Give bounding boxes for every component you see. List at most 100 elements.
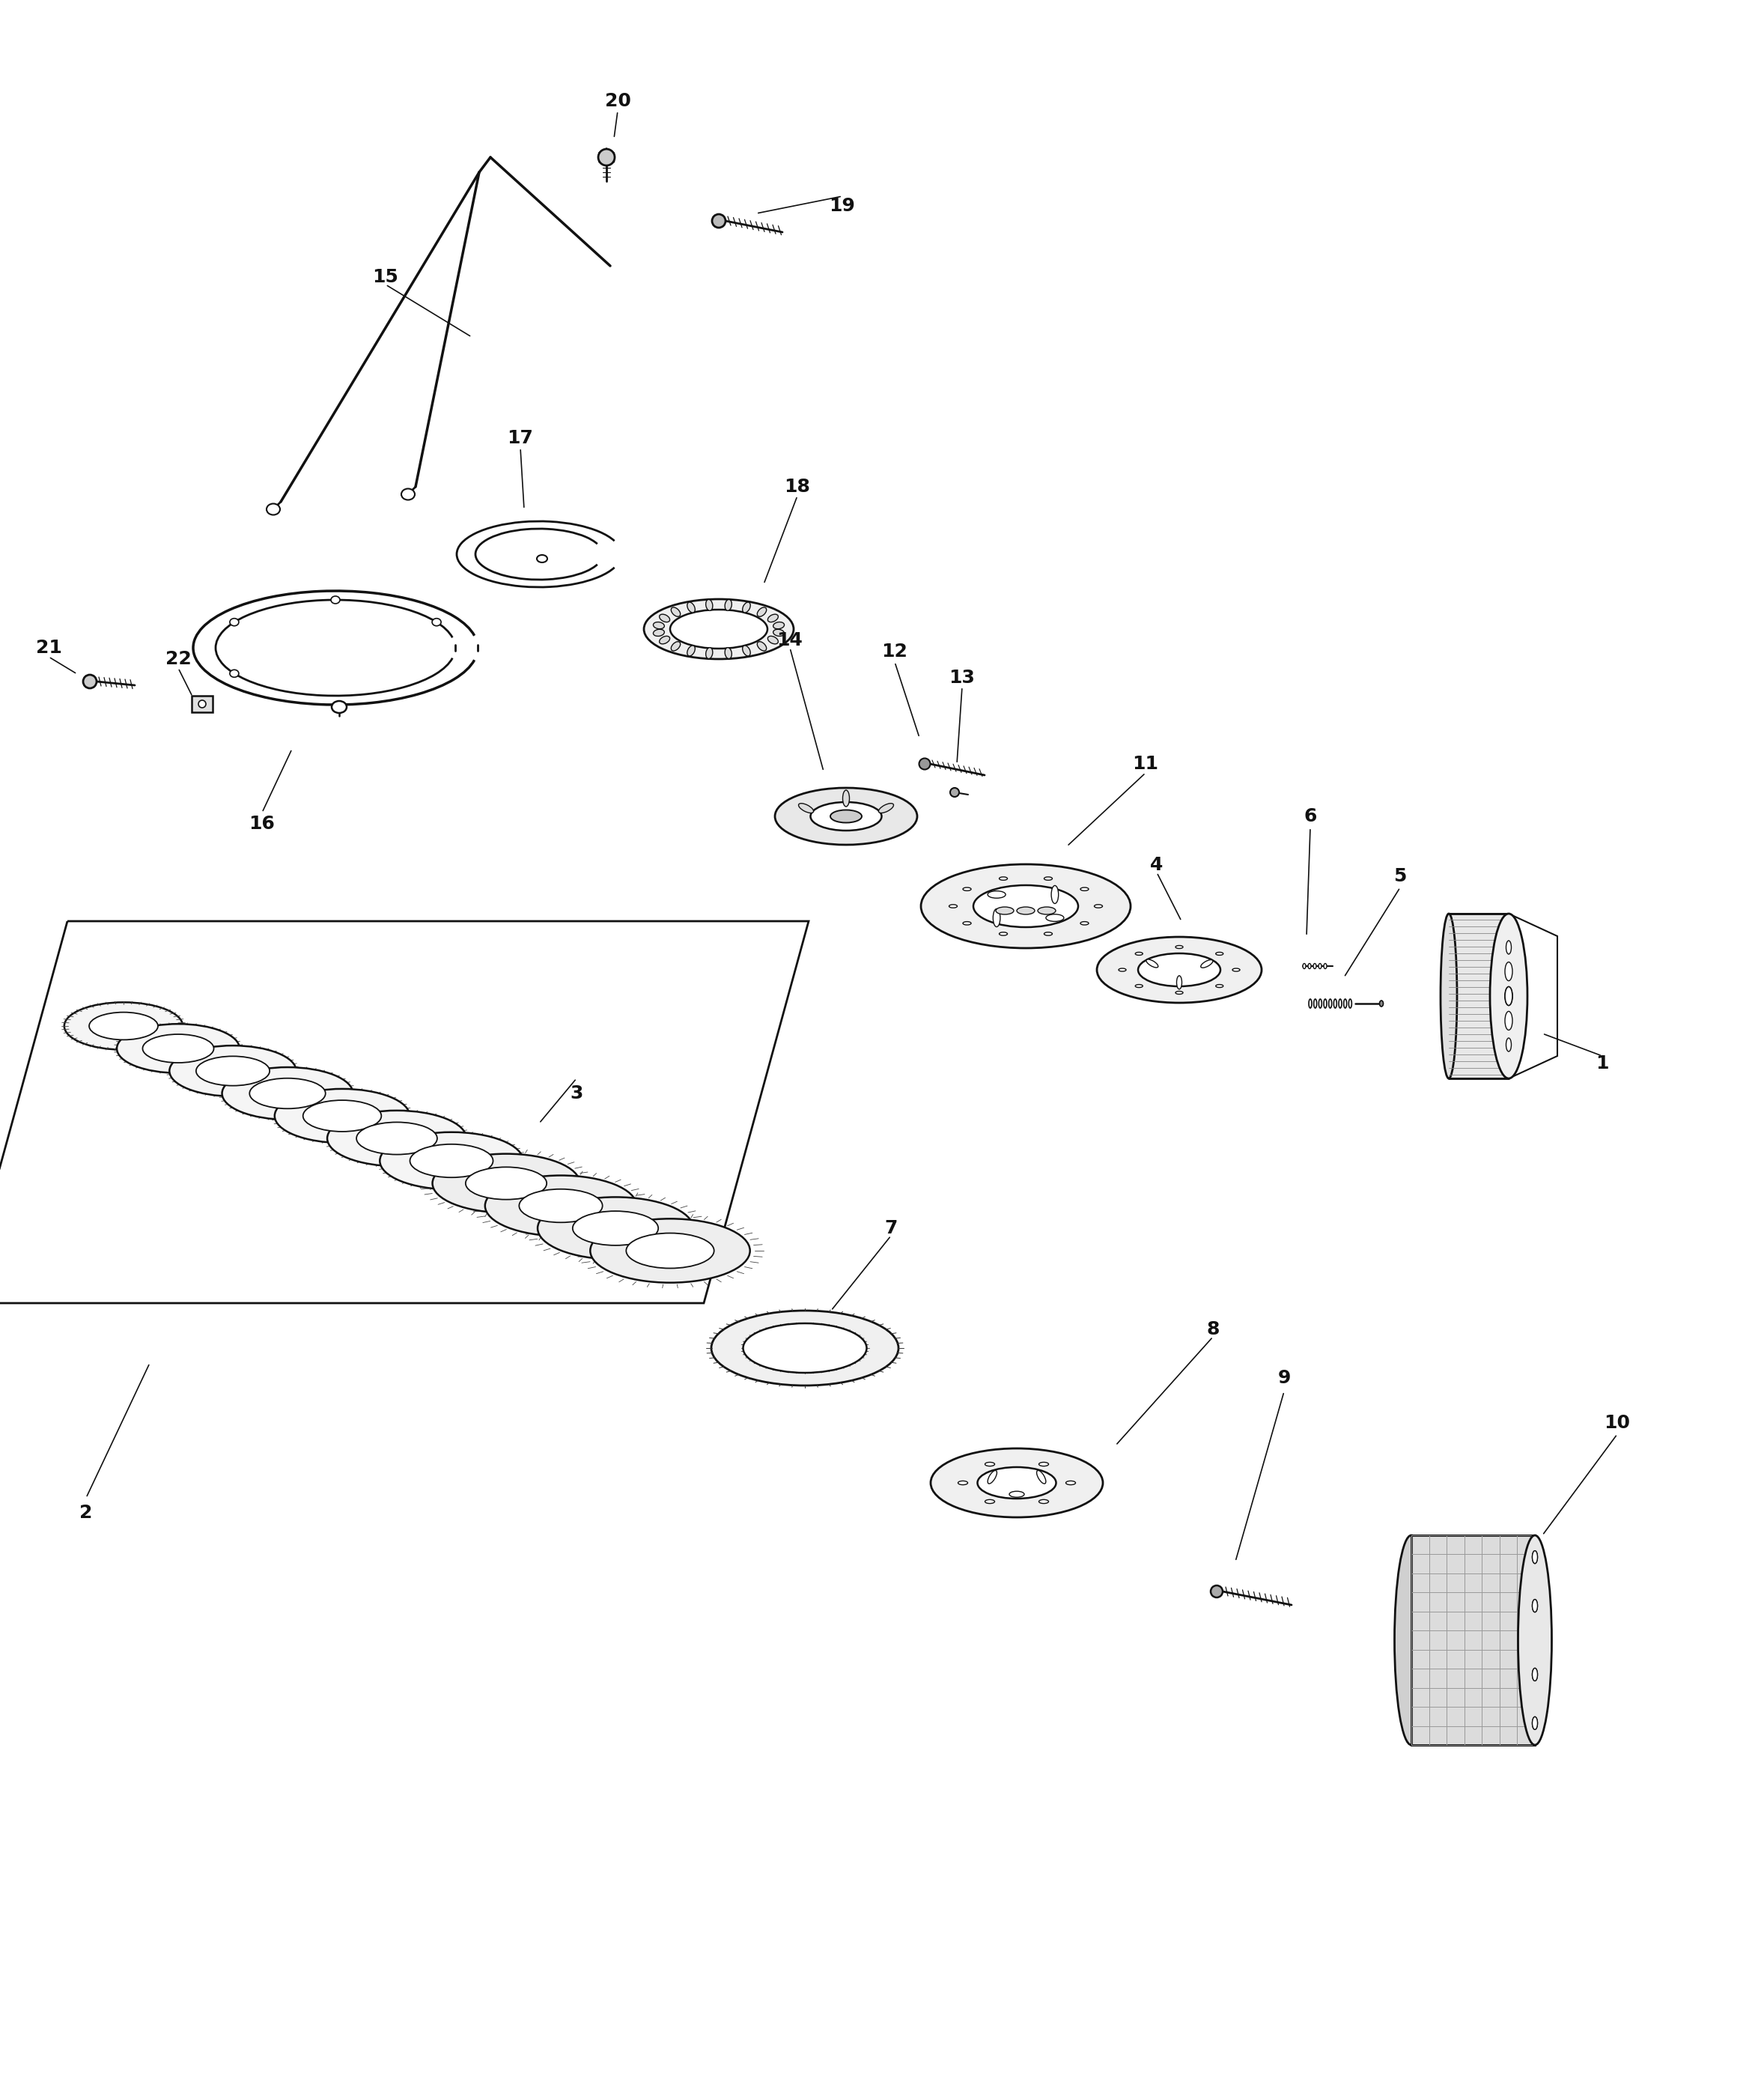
Ellipse shape bbox=[878, 804, 894, 812]
Ellipse shape bbox=[1441, 914, 1457, 1078]
Ellipse shape bbox=[951, 787, 960, 797]
Ellipse shape bbox=[1505, 962, 1512, 981]
Ellipse shape bbox=[949, 904, 958, 908]
Text: 14: 14 bbox=[776, 631, 803, 650]
Ellipse shape bbox=[229, 618, 238, 627]
Ellipse shape bbox=[810, 802, 882, 831]
Ellipse shape bbox=[670, 608, 681, 616]
Ellipse shape bbox=[275, 1089, 409, 1143]
Ellipse shape bbox=[998, 933, 1007, 935]
Ellipse shape bbox=[963, 887, 972, 891]
Ellipse shape bbox=[1533, 1718, 1538, 1730]
Ellipse shape bbox=[538, 1197, 693, 1260]
Ellipse shape bbox=[1533, 1599, 1538, 1611]
Ellipse shape bbox=[1319, 999, 1321, 1008]
Ellipse shape bbox=[1491, 914, 1528, 1078]
Ellipse shape bbox=[1177, 976, 1182, 989]
Ellipse shape bbox=[767, 637, 778, 643]
Ellipse shape bbox=[660, 637, 670, 643]
Ellipse shape bbox=[1533, 1551, 1538, 1564]
Ellipse shape bbox=[670, 610, 767, 650]
Text: 11: 11 bbox=[1132, 756, 1159, 772]
Ellipse shape bbox=[222, 1068, 353, 1120]
Text: 1: 1 bbox=[1596, 1053, 1609, 1072]
Ellipse shape bbox=[984, 1499, 995, 1503]
Ellipse shape bbox=[993, 910, 1000, 926]
Ellipse shape bbox=[626, 1233, 714, 1268]
Ellipse shape bbox=[1138, 954, 1221, 987]
Ellipse shape bbox=[1506, 1014, 1512, 1026]
Ellipse shape bbox=[1395, 1534, 1429, 1745]
Text: 13: 13 bbox=[949, 668, 975, 687]
Text: 15: 15 bbox=[372, 269, 399, 285]
Ellipse shape bbox=[660, 614, 670, 623]
Ellipse shape bbox=[743, 645, 750, 656]
Ellipse shape bbox=[143, 1035, 213, 1062]
Ellipse shape bbox=[356, 1122, 437, 1156]
Ellipse shape bbox=[1318, 964, 1321, 968]
Ellipse shape bbox=[725, 648, 732, 658]
Text: 3: 3 bbox=[570, 1085, 584, 1101]
Ellipse shape bbox=[1175, 945, 1184, 949]
Text: 12: 12 bbox=[882, 643, 908, 660]
Ellipse shape bbox=[198, 700, 206, 708]
Ellipse shape bbox=[1046, 914, 1064, 922]
Ellipse shape bbox=[843, 789, 850, 806]
Ellipse shape bbox=[1328, 999, 1332, 1008]
Ellipse shape bbox=[831, 810, 863, 822]
Ellipse shape bbox=[653, 629, 665, 637]
Ellipse shape bbox=[1505, 1012, 1512, 1031]
Ellipse shape bbox=[466, 1168, 547, 1199]
Text: 16: 16 bbox=[249, 814, 275, 833]
Ellipse shape bbox=[1136, 951, 1143, 956]
Polygon shape bbox=[1448, 914, 1508, 1078]
Ellipse shape bbox=[1314, 999, 1316, 1008]
Ellipse shape bbox=[1233, 968, 1240, 972]
Ellipse shape bbox=[688, 602, 695, 612]
Ellipse shape bbox=[988, 1470, 997, 1484]
Ellipse shape bbox=[743, 1324, 866, 1372]
Text: 4: 4 bbox=[1150, 856, 1162, 874]
Text: 6: 6 bbox=[1304, 808, 1316, 824]
Ellipse shape bbox=[921, 864, 1131, 947]
Ellipse shape bbox=[988, 891, 1005, 897]
Ellipse shape bbox=[64, 1001, 183, 1049]
Ellipse shape bbox=[1323, 964, 1327, 968]
Ellipse shape bbox=[1304, 964, 1305, 968]
Ellipse shape bbox=[1533, 1668, 1538, 1680]
Ellipse shape bbox=[706, 648, 713, 658]
Ellipse shape bbox=[536, 556, 547, 562]
Ellipse shape bbox=[1506, 1014, 1512, 1026]
Ellipse shape bbox=[1097, 937, 1261, 1004]
Ellipse shape bbox=[1533, 1668, 1538, 1680]
Ellipse shape bbox=[1533, 1551, 1538, 1564]
Ellipse shape bbox=[977, 1468, 1057, 1499]
Ellipse shape bbox=[1201, 960, 1214, 968]
Ellipse shape bbox=[984, 1462, 995, 1466]
Ellipse shape bbox=[1533, 1599, 1538, 1611]
Text: 7: 7 bbox=[884, 1220, 898, 1237]
Ellipse shape bbox=[919, 758, 930, 770]
Ellipse shape bbox=[1323, 999, 1327, 1008]
Ellipse shape bbox=[1339, 999, 1342, 1008]
Text: 21: 21 bbox=[35, 639, 62, 656]
Text: 18: 18 bbox=[785, 477, 810, 496]
Ellipse shape bbox=[757, 641, 767, 652]
Polygon shape bbox=[1411, 1534, 1535, 1745]
Ellipse shape bbox=[402, 489, 415, 500]
Text: 5: 5 bbox=[1394, 868, 1406, 885]
Ellipse shape bbox=[1349, 999, 1351, 1008]
Ellipse shape bbox=[1051, 885, 1058, 904]
Ellipse shape bbox=[974, 885, 1078, 926]
Ellipse shape bbox=[1037, 908, 1055, 914]
Ellipse shape bbox=[1506, 1039, 1512, 1051]
Ellipse shape bbox=[1039, 1499, 1048, 1503]
Ellipse shape bbox=[1312, 964, 1316, 968]
Ellipse shape bbox=[1506, 941, 1512, 954]
Ellipse shape bbox=[713, 214, 725, 227]
Ellipse shape bbox=[767, 614, 778, 623]
Ellipse shape bbox=[332, 595, 340, 604]
Ellipse shape bbox=[1065, 1480, 1076, 1484]
Ellipse shape bbox=[1334, 999, 1337, 1008]
Text: 20: 20 bbox=[605, 92, 632, 110]
